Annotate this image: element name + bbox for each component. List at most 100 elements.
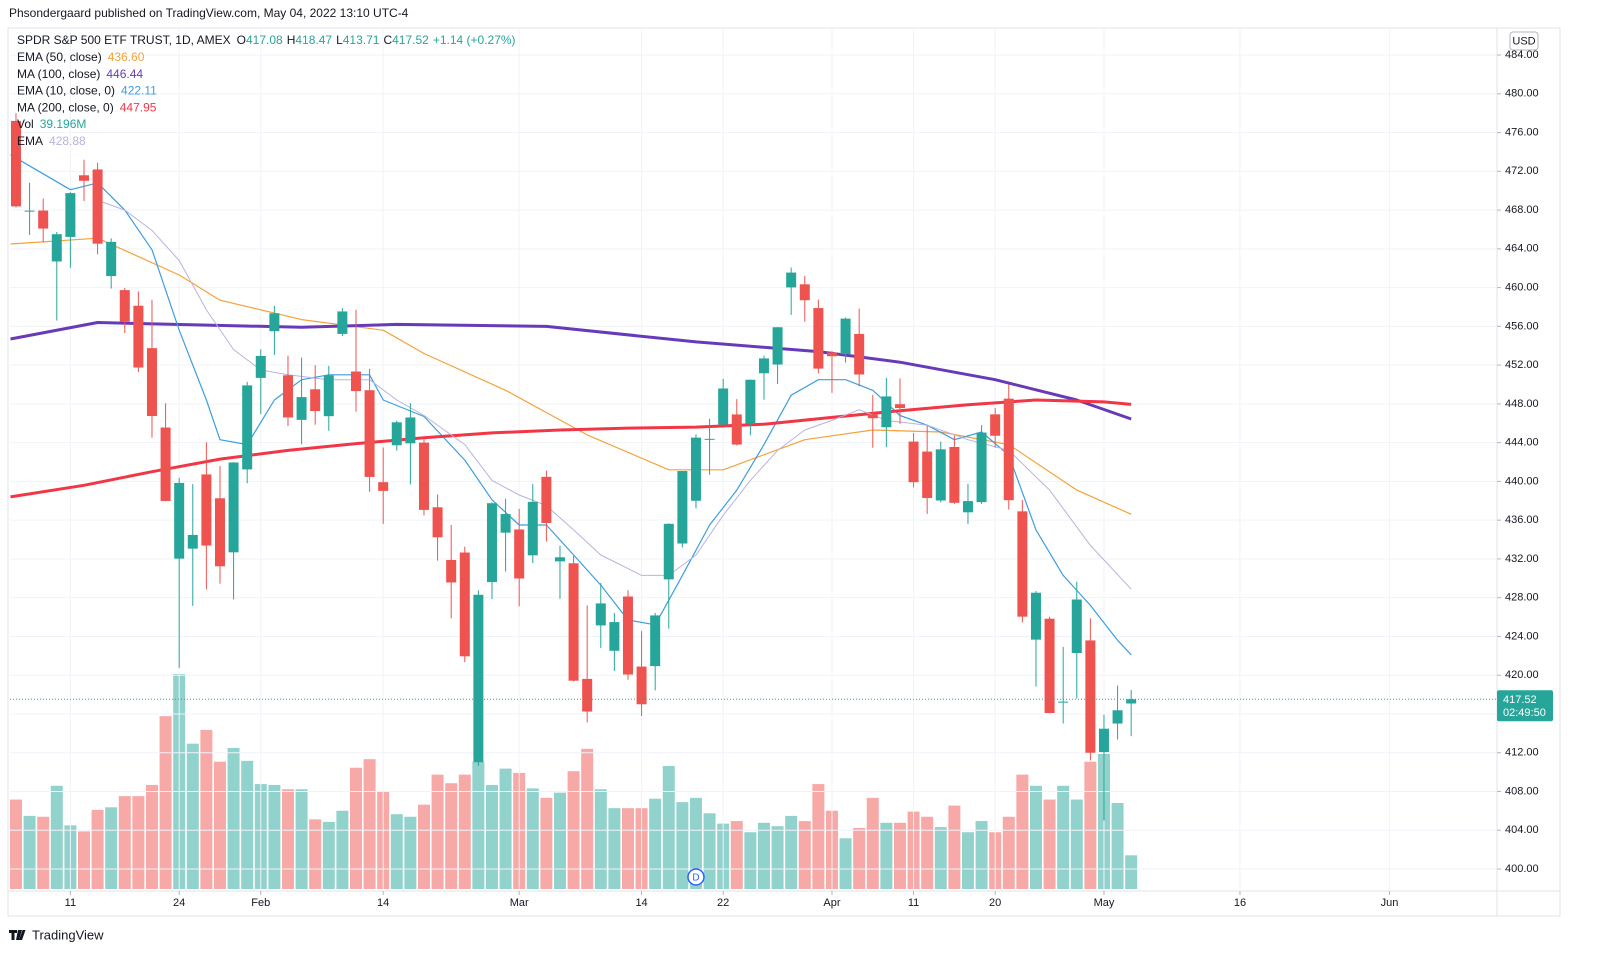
x-tick-label: Apr — [823, 897, 840, 909]
volume-bar — [771, 826, 784, 889]
candle-body — [1112, 710, 1123, 724]
candle-body — [962, 501, 973, 513]
volume-bar — [689, 797, 702, 889]
y-tick-label: 404.00 — [1505, 824, 1539, 836]
candle-body — [568, 563, 579, 681]
chart-frame — [7, 27, 1561, 917]
volume-bar — [893, 822, 906, 889]
volume-bar — [322, 821, 335, 889]
volume-bar — [485, 784, 498, 889]
candle-body — [38, 210, 49, 229]
candle-body — [282, 375, 293, 418]
indicator-value: 446.44 — [106, 67, 143, 81]
x-tick-label: May — [1094, 897, 1115, 909]
y-tick-label: 464.00 — [1505, 243, 1539, 255]
candle-body — [663, 523, 674, 580]
volume-bar — [1043, 799, 1056, 889]
quote-value: 417.52 — [392, 33, 429, 47]
y-tick-label: 432.00 — [1505, 553, 1539, 565]
volume-bar — [1125, 855, 1138, 889]
volume-bar — [1016, 774, 1029, 889]
volume-bar — [499, 768, 512, 889]
indicator-value: 447.95 — [120, 101, 157, 115]
candle-body — [160, 427, 171, 501]
candle-body — [799, 284, 810, 301]
indicator-legend: EMA (50, close) 436.60 — [17, 50, 145, 64]
y-tick-label: 448.00 — [1505, 398, 1539, 410]
indicator-line — [10, 321, 1132, 421]
candle-body — [949, 446, 960, 503]
candle-body — [214, 498, 225, 567]
indicator-value: 428.88 — [49, 134, 86, 148]
volume-bar — [975, 821, 988, 889]
candle-body — [976, 432, 987, 503]
y-tick-label: 436.00 — [1505, 514, 1539, 526]
volume-bar — [581, 748, 594, 889]
indicator-name: Vol — [17, 117, 34, 131]
volume-bar — [241, 760, 254, 889]
volume-bar — [812, 784, 825, 889]
volume-bar — [200, 729, 213, 889]
volume-bar — [757, 822, 770, 889]
candle-body — [514, 529, 525, 579]
volume-bar — [390, 814, 403, 889]
candle-body — [1044, 618, 1055, 713]
x-tick-label: Mar — [510, 897, 529, 909]
candle-body — [1030, 592, 1041, 640]
candle-body — [582, 678, 593, 712]
volume-bar — [1070, 799, 1083, 889]
volume-bar — [309, 819, 322, 889]
candle-body — [1126, 699, 1137, 704]
candle-body — [269, 313, 280, 332]
price-label: 417.52 — [1503, 694, 1537, 706]
candle-body — [935, 449, 946, 501]
candle-body — [1003, 398, 1014, 501]
candle-body — [350, 371, 361, 392]
volume-bar — [961, 832, 974, 889]
candle-body — [595, 603, 606, 626]
candle-body — [500, 514, 511, 533]
dividend-marker — [687, 868, 705, 886]
indicator-name: EMA (50, close) — [17, 50, 102, 64]
volume-bar — [608, 808, 621, 889]
indicator-name: EMA — [17, 134, 43, 148]
price-label-box — [1497, 690, 1553, 722]
candle-body — [650, 615, 661, 667]
candle-body — [65, 193, 76, 237]
quote-value: 413.71 — [343, 33, 380, 47]
candle-body — [10, 120, 21, 207]
candle-body — [731, 414, 742, 445]
candle-body — [1017, 511, 1028, 617]
currency-box[interactable] — [1509, 31, 1539, 51]
volume-bar — [1002, 816, 1015, 889]
candle-body — [242, 385, 253, 470]
footer-logo — [9, 930, 26, 940]
x-tick-label: 14 — [377, 897, 389, 909]
volume-bar — [159, 716, 172, 889]
volume-bar — [281, 789, 294, 889]
indicator-name: EMA (10, close, 0) — [17, 84, 115, 98]
candle-body — [622, 596, 633, 675]
candle-body — [704, 438, 715, 440]
candle-body — [255, 355, 266, 378]
candle-body — [786, 272, 797, 288]
candle-body — [378, 482, 389, 491]
candle-body — [636, 666, 647, 705]
candle-body — [78, 175, 89, 181]
volume-bar — [1057, 785, 1070, 889]
y-tick-label: 400.00 — [1505, 863, 1539, 875]
volume-bar — [472, 761, 485, 889]
volume-bar — [431, 774, 444, 889]
candle-body — [106, 241, 117, 277]
volume-bar — [213, 761, 226, 889]
volume-bar — [349, 767, 362, 889]
candle-body — [486, 503, 497, 583]
candle-body — [405, 417, 416, 444]
volume-bar — [839, 838, 852, 889]
volume-bar — [594, 789, 607, 889]
candle-body — [922, 451, 933, 498]
volume-bar — [186, 743, 199, 889]
volume-bar — [1029, 785, 1042, 889]
indicator-legend: MA (100, close) 446.44 — [17, 67, 143, 81]
volume-bar — [9, 799, 22, 889]
